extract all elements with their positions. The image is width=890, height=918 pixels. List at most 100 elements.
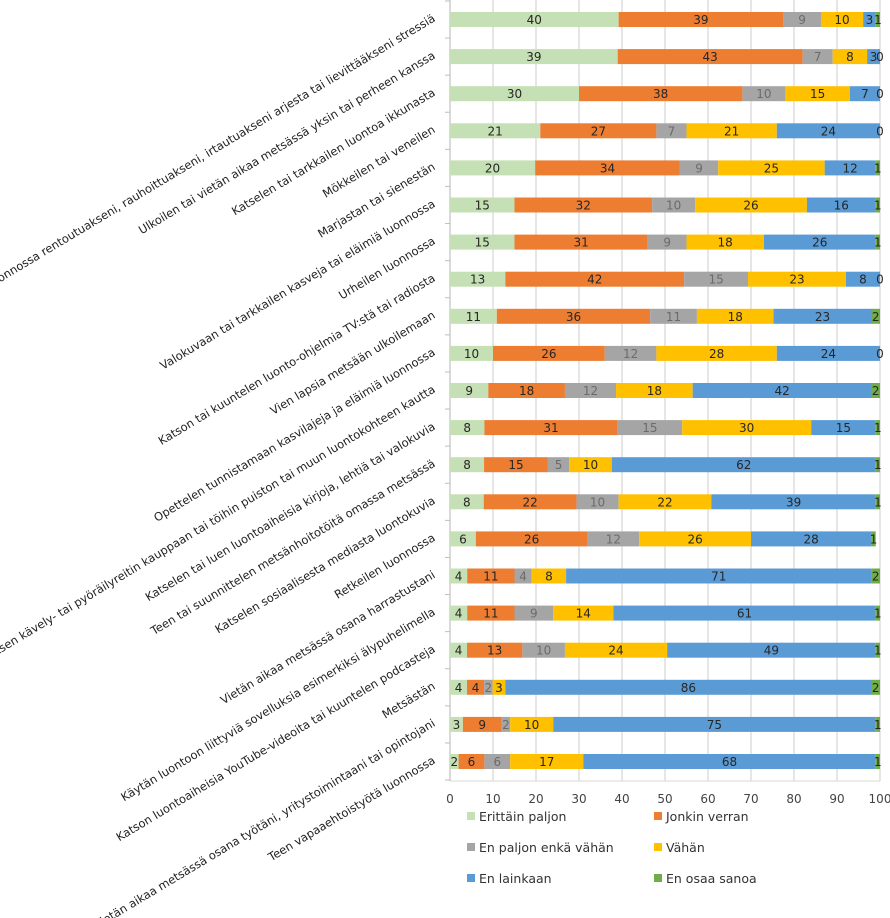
legend-label: Vähän <box>666 840 705 855</box>
bar-segment <box>450 420 485 436</box>
data-label: 15 <box>810 87 825 101</box>
bar-segment <box>718 160 825 176</box>
data-label: 15 <box>708 273 723 287</box>
data-label: 16 <box>834 199 849 213</box>
data-label: 1 <box>874 718 882 732</box>
bar-segment <box>475 531 588 547</box>
data-label: 42 <box>774 384 789 398</box>
x-tick-label: 70 <box>743 792 758 806</box>
bar-segment <box>656 123 687 139</box>
bar-segment <box>811 420 876 436</box>
data-label: 15 <box>642 421 657 435</box>
data-label: 9 <box>663 236 671 250</box>
bar-segment <box>579 86 743 102</box>
bar-segment <box>776 123 880 139</box>
data-label: 9 <box>478 718 486 732</box>
bar-segment <box>450 308 497 324</box>
bar-segment <box>514 197 653 213</box>
data-label: 15 <box>508 458 523 472</box>
data-label: 0 <box>876 87 884 101</box>
bar-segment <box>496 308 651 324</box>
bar-segment <box>467 605 515 621</box>
data-label: 0 <box>876 124 884 138</box>
data-label: 27 <box>591 124 606 138</box>
data-label: 22 <box>522 495 537 509</box>
data-label: 2 <box>872 384 880 398</box>
bar-segment <box>450 568 468 584</box>
bar-segment <box>450 642 468 658</box>
bar-segment <box>450 383 489 398</box>
bar-segment <box>569 457 612 473</box>
bar-segment <box>535 160 680 176</box>
bar-segment <box>576 494 619 510</box>
bar-segment <box>450 457 485 473</box>
bar-segment <box>514 605 554 621</box>
data-label: 11 <box>483 570 498 584</box>
data-label: 30 <box>739 421 754 435</box>
data-label: 1 <box>874 421 882 435</box>
x-tick-label: 100 <box>869 792 890 806</box>
data-label: 10 <box>834 13 849 27</box>
bar-segment <box>871 383 880 398</box>
bar-segment <box>450 716 463 732</box>
data-label: 0 <box>876 273 884 287</box>
legend-swatch <box>467 812 475 820</box>
bar-segment <box>867 49 880 65</box>
data-label: 12 <box>623 347 638 361</box>
bar-segment <box>686 234 764 250</box>
bar-segment <box>871 679 880 695</box>
bar-segment <box>785 86 850 102</box>
data-label: 4 <box>472 681 480 695</box>
bar-segment <box>547 457 570 473</box>
bar-segment <box>450 345 493 361</box>
data-label: 9 <box>695 161 703 175</box>
bar-segment <box>806 197 876 213</box>
bar-segment <box>611 457 876 473</box>
bar-segment <box>763 234 876 250</box>
data-label: 0 <box>876 50 884 64</box>
data-label: 39 <box>693 13 708 27</box>
bar-segment <box>682 420 812 436</box>
bar-segment <box>450 271 506 287</box>
bar-segment <box>802 49 833 65</box>
bar-segment <box>462 716 502 732</box>
category-label: Teen tai suunnittelen metsänhoitotöitä o… <box>147 456 437 638</box>
legend-swatch <box>654 812 662 820</box>
bar-segment <box>696 308 774 324</box>
bar-segment <box>450 123 541 139</box>
bar-segment <box>616 383 693 398</box>
data-label: 38 <box>653 87 668 101</box>
data-label: 43 <box>703 50 718 64</box>
bar-segment <box>742 86 786 102</box>
bar-segment <box>820 12 864 27</box>
data-label: 26 <box>743 199 758 213</box>
category-label: Retkeilen luonnossa <box>332 530 438 601</box>
data-label: 11 <box>483 607 498 621</box>
data-label: 21 <box>724 124 739 138</box>
bar-segment <box>483 494 577 510</box>
data-label: 6 <box>493 755 501 769</box>
bar-segment <box>514 234 648 250</box>
bar-segment <box>695 197 807 213</box>
bar-segment <box>450 494 484 510</box>
data-label: 28 <box>804 532 819 546</box>
data-label: 4 <box>455 644 463 658</box>
bar-segment <box>863 12 876 27</box>
bar-segment <box>686 123 777 139</box>
bar-segment <box>832 49 868 65</box>
bar-segment <box>871 531 876 547</box>
data-label: 12 <box>843 161 858 175</box>
legend-swatch <box>467 874 475 882</box>
bar-segment <box>450 679 468 695</box>
data-label: 11 <box>666 310 681 324</box>
bar-segment <box>467 642 523 658</box>
legend-label: Jonkin verran <box>665 809 749 824</box>
data-label: 1 <box>874 607 882 621</box>
data-label: 2 <box>872 681 880 695</box>
x-tick-label: 0 <box>446 792 454 806</box>
data-label: 3 <box>453 718 461 732</box>
bar-segment <box>505 271 685 287</box>
data-label: 25 <box>764 161 779 175</box>
bar-segment <box>522 642 565 658</box>
bar-segment <box>458 754 485 769</box>
